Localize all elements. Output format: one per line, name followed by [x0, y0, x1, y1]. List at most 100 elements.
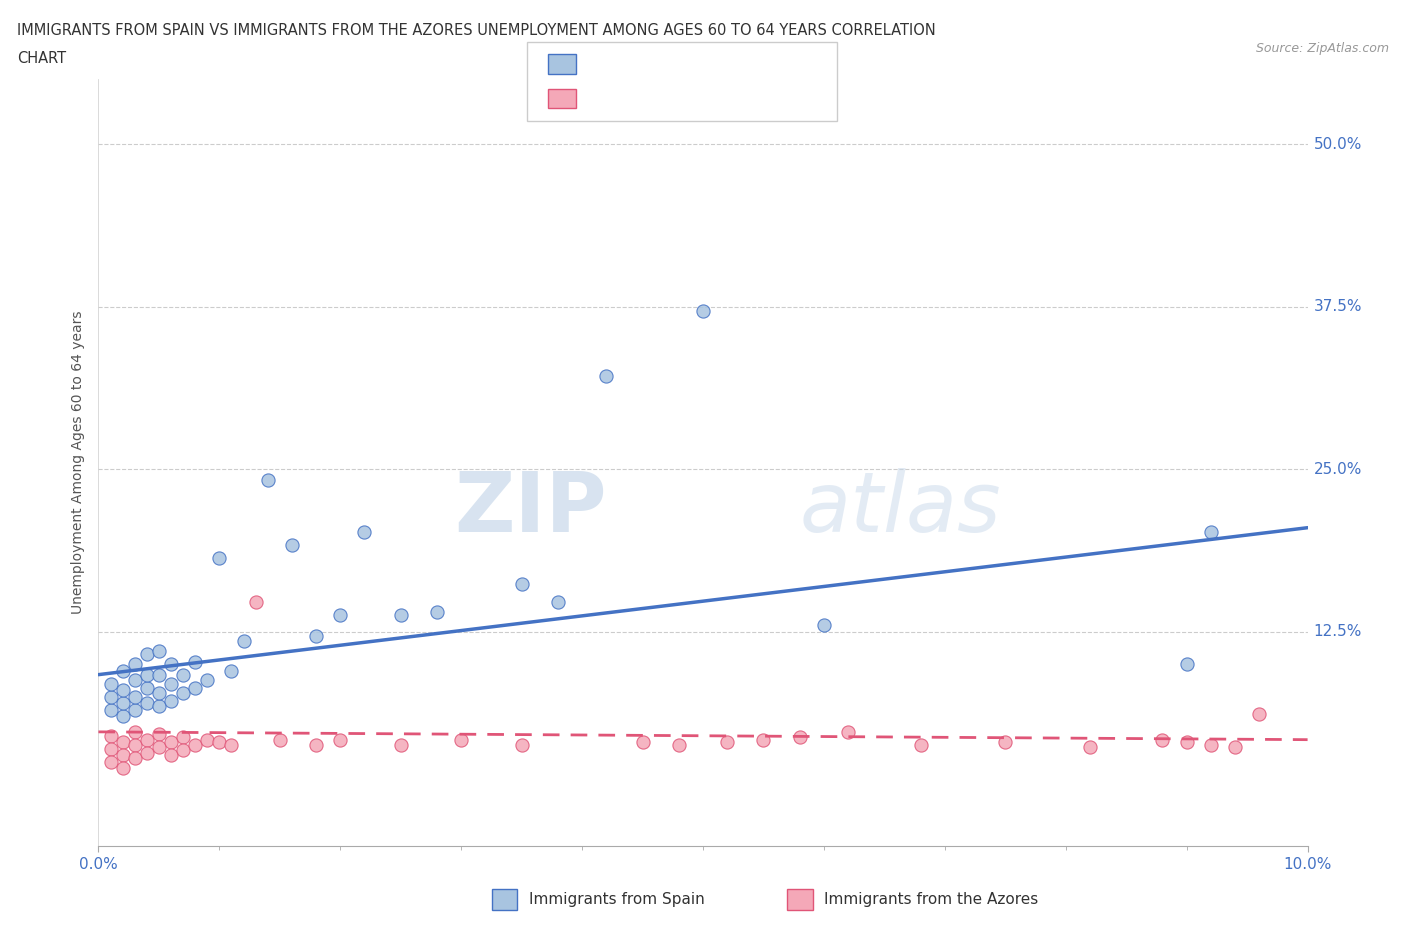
Point: [389, 737, 412, 752]
Point: [450, 732, 472, 747]
Point: [221, 663, 243, 678]
Point: [135, 646, 157, 661]
Point: [172, 667, 194, 682]
Text: N = 32: N = 32: [672, 90, 734, 108]
Point: [813, 618, 835, 632]
Y-axis label: Unemployment Among Ages 60 to 64 years: Unemployment Among Ages 60 to 64 years: [70, 311, 84, 615]
Point: [148, 727, 170, 742]
Point: [232, 633, 254, 648]
Point: [124, 657, 146, 671]
Point: [184, 654, 207, 669]
Point: [668, 737, 690, 752]
Point: [426, 604, 449, 619]
Text: 0.185: 0.185: [619, 55, 671, 73]
Point: [100, 728, 122, 743]
Point: [172, 743, 194, 758]
Point: [172, 685, 194, 700]
Point: [160, 693, 183, 708]
Point: [148, 644, 170, 658]
Point: [124, 751, 146, 765]
Point: [111, 696, 134, 711]
Point: [1223, 740, 1246, 755]
Point: [100, 676, 122, 691]
Point: [184, 737, 207, 752]
Point: [256, 472, 278, 487]
Point: [160, 676, 183, 691]
Text: R =: R =: [588, 90, 619, 108]
Point: [910, 737, 932, 752]
Point: [124, 702, 146, 717]
Point: [208, 551, 231, 565]
Text: Immigrants from the Azores: Immigrants from the Azores: [824, 892, 1038, 907]
Text: 25.0%: 25.0%: [1313, 461, 1362, 477]
Point: [692, 303, 714, 318]
Point: [111, 748, 134, 763]
Point: [389, 607, 412, 622]
Text: IMMIGRANTS FROM SPAIN VS IMMIGRANTS FROM THE AZORES UNEMPLOYMENT AMONG AGES 60 T: IMMIGRANTS FROM SPAIN VS IMMIGRANTS FROM…: [17, 23, 935, 38]
Point: [148, 698, 170, 713]
Point: [124, 689, 146, 704]
Point: [124, 724, 146, 739]
Point: [195, 732, 218, 747]
Point: [135, 745, 157, 760]
Point: [1152, 732, 1174, 747]
Point: [148, 740, 170, 755]
Point: [100, 741, 122, 756]
Point: [837, 724, 859, 739]
Point: [269, 732, 291, 747]
Point: [1175, 657, 1198, 671]
Point: [124, 672, 146, 687]
Point: [245, 594, 267, 609]
Text: Source: ZipAtlas.com: Source: ZipAtlas.com: [1256, 42, 1389, 55]
Point: [1199, 737, 1222, 752]
Text: CHART: CHART: [17, 51, 66, 66]
Point: [124, 737, 146, 752]
Point: [100, 702, 122, 717]
Point: [135, 696, 157, 711]
Point: [195, 672, 218, 687]
Point: [135, 680, 157, 695]
Point: [221, 737, 243, 752]
Point: [148, 667, 170, 682]
Text: 50.0%: 50.0%: [1313, 137, 1362, 152]
Point: [135, 732, 157, 747]
Point: [510, 737, 533, 752]
Point: [1249, 706, 1271, 721]
Point: [631, 735, 654, 750]
Text: atlas: atlas: [800, 468, 1001, 550]
Point: [329, 732, 352, 747]
Point: [111, 709, 134, 724]
Point: [184, 680, 207, 695]
Point: [160, 748, 183, 763]
Text: ZIP: ZIP: [454, 468, 606, 550]
Point: [789, 730, 811, 745]
Point: [111, 735, 134, 750]
Point: [547, 594, 569, 609]
Text: -0.029: -0.029: [619, 90, 678, 108]
Point: [353, 525, 375, 539]
Point: [1199, 525, 1222, 539]
Point: [208, 735, 231, 750]
Point: [135, 667, 157, 682]
Point: [752, 732, 775, 747]
Point: [160, 735, 183, 750]
Text: 12.5%: 12.5%: [1313, 624, 1362, 639]
Text: Immigrants from Spain: Immigrants from Spain: [529, 892, 704, 907]
Point: [160, 657, 183, 671]
Point: [111, 663, 134, 678]
Text: R =: R =: [588, 55, 619, 73]
Point: [329, 607, 352, 622]
Point: [510, 577, 533, 591]
Point: [1078, 740, 1101, 755]
Text: 37.5%: 37.5%: [1313, 299, 1362, 314]
Point: [994, 735, 1017, 750]
Point: [305, 737, 328, 752]
Point: [172, 730, 194, 745]
Point: [148, 685, 170, 700]
Point: [716, 735, 738, 750]
Point: [111, 761, 134, 776]
Point: [100, 689, 122, 704]
Text: N = 44: N = 44: [672, 55, 734, 73]
Point: [281, 538, 304, 552]
Point: [305, 628, 328, 643]
